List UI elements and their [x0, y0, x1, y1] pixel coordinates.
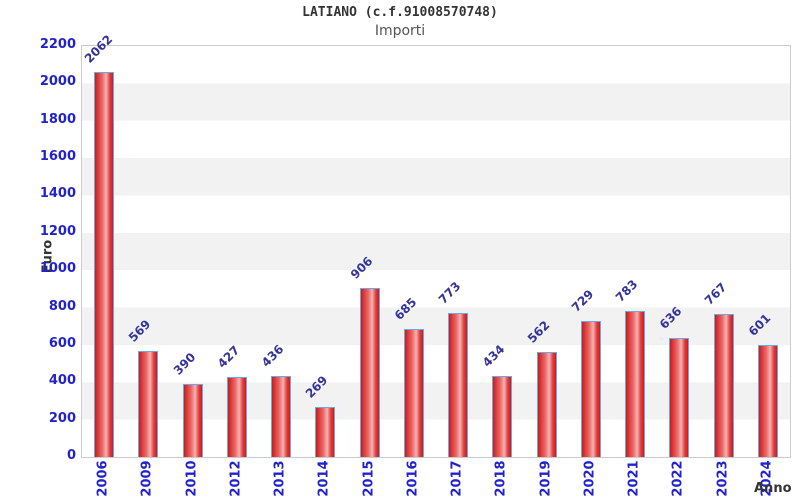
bar-value-label: 906	[347, 253, 376, 282]
y-tick-label: 1800	[39, 111, 76, 127]
bar-value-label: 636	[657, 304, 685, 332]
plot-area: 2062 569 390 427 436 269 906 685 773 434 562 729 783…	[81, 32, 791, 458]
chart-subtitle: Importi	[374, 23, 426, 39]
bar-2012	[226, 377, 247, 457]
bar-2024	[757, 344, 778, 457]
bar-2009	[138, 350, 159, 457]
bar-2016	[403, 329, 424, 457]
bar-2021	[625, 310, 646, 457]
bar-2020	[580, 320, 601, 457]
x-tick-label-2016: 2016	[405, 460, 421, 497]
bar-2006	[94, 71, 115, 457]
x-tick-label-2020: 2020	[582, 460, 598, 497]
bar-value-label: 390	[170, 350, 199, 378]
bar-2017	[448, 312, 469, 457]
y-tick-label: 600	[48, 335, 76, 351]
x-tick-label-2013: 2013	[272, 460, 288, 497]
x-tick-label-2010: 2010	[184, 460, 200, 497]
x-tick-label-2015: 2015	[361, 460, 377, 497]
bar-2022	[669, 338, 690, 457]
x-tick-label-2009: 2009	[139, 460, 155, 497]
y-tick-label: 1000	[39, 261, 76, 277]
bar-2014	[315, 406, 336, 457]
bar-2023	[713, 313, 734, 457]
x-tick-label-2017: 2017	[449, 460, 465, 497]
x-tick-label-2022: 2022	[670, 460, 686, 497]
bar-value-label: 434	[480, 342, 508, 370]
y-tick-label: 1600	[39, 149, 76, 165]
bar-value-label: 562	[524, 318, 553, 346]
bar-value-label: 569	[126, 316, 154, 345]
x-tick-label-2006: 2006	[95, 460, 111, 497]
y-tick-label: 1200	[39, 223, 76, 239]
bar-2015	[359, 287, 380, 457]
x-tick-label-2012: 2012	[228, 460, 244, 497]
bar-2019	[536, 352, 557, 457]
bar-value-label: 269	[303, 372, 331, 401]
x-tick-label-2019: 2019	[538, 460, 554, 497]
bar-2013	[271, 375, 292, 457]
bar-2018	[492, 375, 513, 457]
y-tick-label: 2200	[39, 37, 76, 52]
bar-value-label: 767	[701, 279, 730, 308]
bar-value-label: 427	[214, 343, 243, 371]
x-axis-label: Anno	[754, 481, 792, 496]
y-tick-label: 200	[48, 410, 76, 426]
x-tick-label-2014: 2014	[316, 460, 332, 497]
bar-value-label: 601	[745, 310, 774, 339]
bar-value-label: 773	[435, 278, 464, 307]
bar-value-label: 685	[391, 295, 420, 323]
bar-value-label: 783	[612, 276, 641, 305]
y-tick-label: 800	[48, 298, 76, 314]
x-tick-label-2018: 2018	[493, 460, 509, 497]
y-tick-label: 0	[66, 448, 76, 463]
bar-2010	[182, 384, 203, 457]
x-tick-label-2023: 2023	[715, 460, 731, 497]
y-tick-label: 2000	[39, 74, 76, 90]
x-tick-label-2021: 2021	[626, 460, 642, 497]
bar-value-label: 436	[258, 341, 287, 370]
y-tick-label: 1400	[39, 186, 76, 202]
y-tick-label: 400	[48, 373, 76, 389]
chart-title: LATIANO (c.f.91008570748)	[302, 5, 498, 20]
bar-value-label: 729	[568, 286, 597, 315]
